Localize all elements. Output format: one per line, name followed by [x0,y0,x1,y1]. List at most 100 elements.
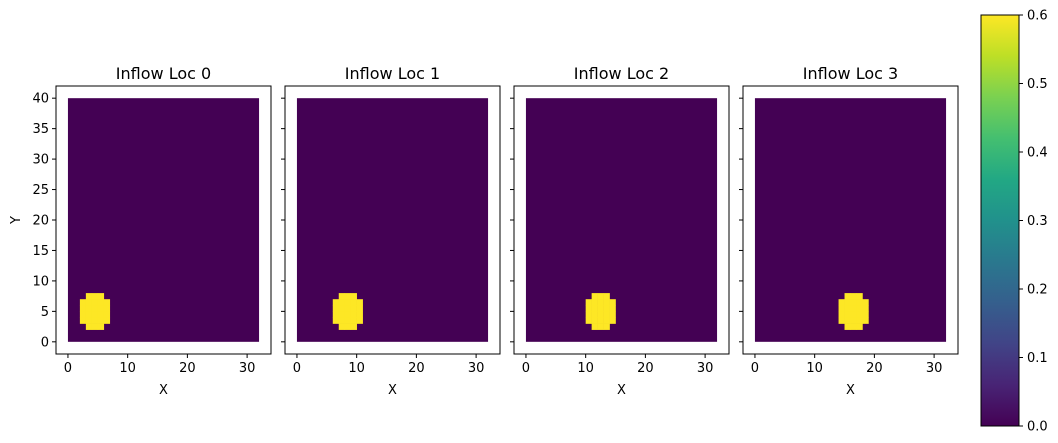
heatmap-cell [338,311,346,318]
heatmap-cell [838,305,845,312]
heatmap-cell [350,299,357,306]
heatmap-cell [850,311,857,318]
heatmap-cell [609,311,616,318]
heatmap-cell [603,305,610,312]
heatmap-cell [597,293,604,300]
heatmap-cell [91,311,99,318]
heatmap-cell [585,299,592,306]
heatmap-cell [862,317,869,324]
colorbar: 0.0 0.1 0.2 0.3 0.4 0.5 0.6 [980,9,1048,435]
heatmap-cell [856,305,863,312]
heatmap-cell [79,305,87,312]
heatmap-cell [856,317,863,324]
heatmap-cell [591,311,598,318]
heatmap-cell [97,305,105,312]
heatmap-cell [91,299,99,306]
heatmap-cell [850,299,857,306]
heatmap-cell [332,299,340,306]
heatmap-cell [91,305,99,312]
heatmap-cell [591,317,598,324]
x-tick-label: 0 [522,361,530,376]
heatmap-cell [79,299,87,306]
x-axis-label: X [159,383,168,398]
heatmap-cell [344,317,351,324]
heatmap-cell [338,317,346,324]
heatmap-panel-2: 0 10 20 30 Inflow Loc 2 X [510,64,730,398]
heatmap-cell [344,323,351,330]
heatmap-cell [856,323,863,330]
heatmap-cell [356,311,363,318]
heatmap-cell [350,293,357,300]
heatmap-panel-1: 0 10 20 30 Inflow Loc 1 X [281,64,501,398]
heatmap-cell [603,317,610,324]
heatmap-cell [103,305,111,312]
heatmap-cell [603,293,610,300]
heatmap-cell [356,305,363,312]
heatmap-cell [844,311,851,318]
heatmap-cell [97,323,105,330]
colorbar-tick-label: 0.2 [1027,283,1048,298]
colorbar-tick-label: 0.5 [1027,77,1048,92]
x-tick-label: 0 [293,361,301,376]
colorbar-tick-label: 0.0 [1027,420,1048,435]
heatmap-cell [838,317,845,324]
heatmap-cell [91,293,99,300]
heatmap-cell [79,317,87,324]
x-tick-label: 10 [348,361,365,376]
heatmap-cell [103,317,111,324]
heatmap-cell [332,317,340,324]
heatmap-panel-3: 0 10 20 30 Inflow Loc 3 X [739,64,959,398]
panel-title: Inflow Loc 2 [574,64,669,83]
heatmap-cell [344,293,351,300]
heatmap-cell [862,311,869,318]
y-tick-label: 20 [32,214,49,229]
y-tick-label: 5 [41,305,49,320]
x-tick-label: 30 [697,361,714,376]
x-tick-label: 30 [926,361,943,376]
heatmap-cell [350,311,357,318]
x-axis-label: X [617,383,626,398]
heatmap-cell [344,305,351,312]
heatmap-cell [97,299,105,306]
heatmap-cell [85,317,93,324]
x-axis-label: X [846,383,855,398]
heatmap-cell [844,323,851,330]
heatmap-cell [609,317,616,324]
panel-title: Inflow Loc 0 [116,64,211,83]
heatmap-cell [91,317,99,324]
heatmap-cell [603,299,610,306]
x-tick-label: 20 [408,361,425,376]
heatmap-cell [597,323,604,330]
heatmap-panel-0: 0 10 20 30 0 5 10 15 20 25 30 35 40 Inflow Loc 0 X Y [9,64,272,398]
panel-title: Inflow Loc 1 [345,64,440,83]
heatmap-cell [97,317,105,324]
colorbar-gradient [981,15,1019,426]
x-tick-label: 20 [179,361,196,376]
heatmap-cell [338,323,346,330]
y-tick-label: 40 [32,92,49,107]
heatmap-background [525,98,718,342]
x-tick-label: 30 [239,361,256,376]
colorbar-tick-label: 0.1 [1027,351,1048,366]
heatmap-cell [597,305,604,312]
heatmap-cell [585,317,592,324]
y-tick-label: 10 [32,274,49,289]
colorbar-tick-label: 0.3 [1027,214,1048,229]
x-axis-label: X [388,383,397,398]
panel-title: Inflow Loc 3 [803,64,898,83]
heatmap-cell [103,311,111,318]
heatmap-cell [344,299,351,306]
heatmap-cell [603,311,610,318]
x-tick-label: 10 [577,361,594,376]
x-tick-label: 20 [866,361,883,376]
y-tick-label: 30 [32,153,49,168]
heatmap-cell [850,305,857,312]
heatmap-cell [85,311,93,318]
heatmap-cell [350,317,357,324]
heatmap-cell [862,305,869,312]
heatmap-cell [844,293,851,300]
heatmap-cell [585,305,592,312]
heatmap-cell [844,317,851,324]
heatmap-cell [597,311,604,318]
heatmap-cell [850,293,857,300]
